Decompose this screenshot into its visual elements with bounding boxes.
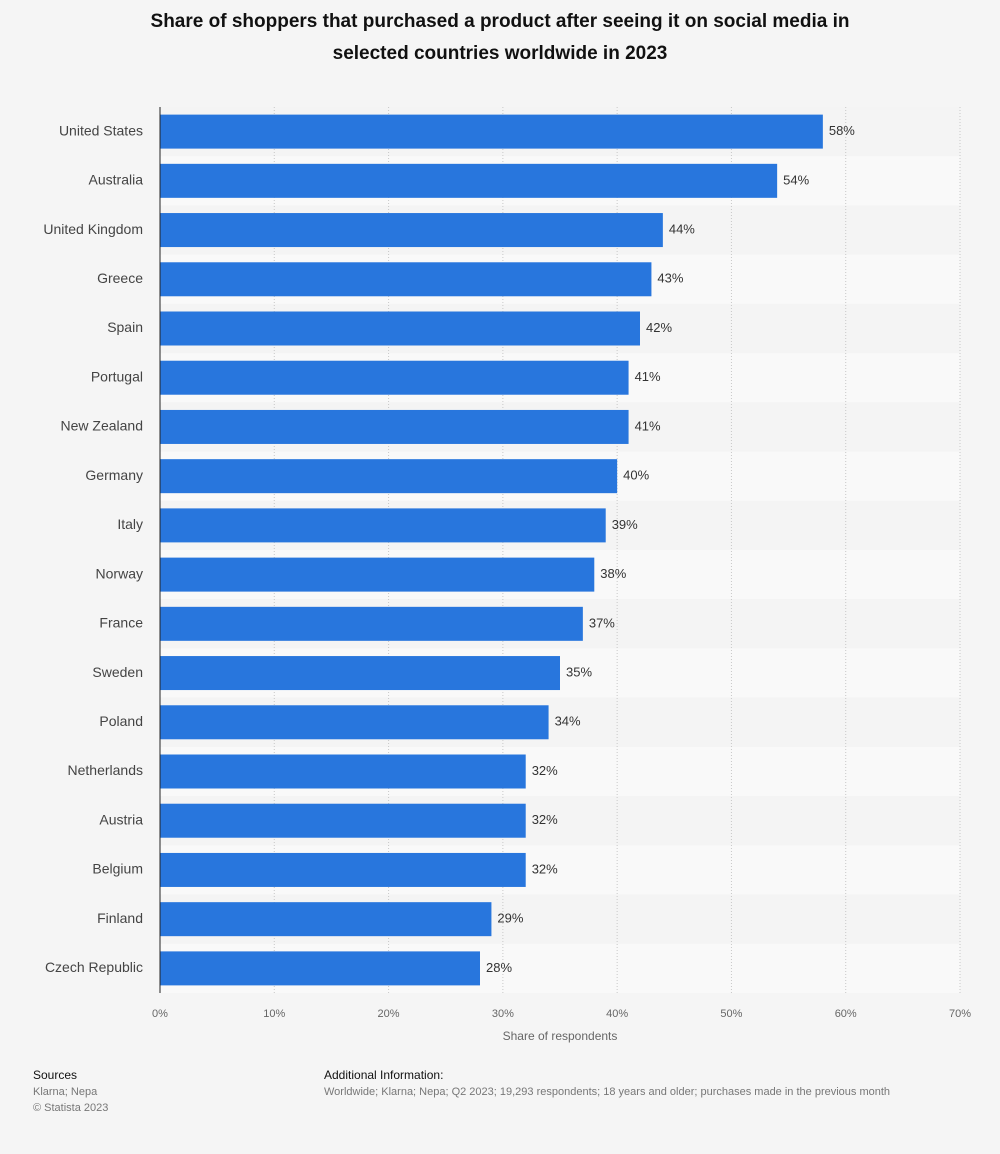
- y-tick-label: New Zealand: [61, 418, 144, 434]
- value-label: 34%: [555, 714, 581, 729]
- bar: [160, 163, 778, 198]
- sources-title: Sources: [33, 1068, 77, 1082]
- bar: [160, 262, 652, 297]
- bar: [160, 114, 823, 149]
- x-tick-label: 40%: [606, 1008, 628, 1020]
- value-label: 37%: [589, 615, 615, 630]
- y-tick-label: France: [99, 615, 143, 631]
- value-label: 43%: [657, 271, 683, 286]
- info-title: Additional Information:: [324, 1068, 443, 1082]
- y-tick-label: Belgium: [92, 861, 143, 877]
- bar: [160, 508, 606, 543]
- bar: [160, 754, 526, 789]
- bar: [160, 409, 629, 444]
- y-tick-label: United States: [59, 122, 143, 138]
- value-label: 44%: [669, 221, 695, 236]
- bar: [160, 360, 629, 395]
- bar: [160, 951, 480, 986]
- chart-title: Share of shoppers that purchased a produ…: [151, 11, 850, 64]
- value-label: 54%: [783, 172, 809, 187]
- y-tick-label: Norway: [96, 565, 143, 581]
- y-tick-label: Australia: [89, 172, 144, 188]
- x-tick-label: 10%: [263, 1008, 285, 1020]
- y-tick-label: Austria: [99, 811, 143, 827]
- y-tick-label: Germany: [85, 467, 143, 483]
- y-tick-label: Finland: [97, 910, 143, 926]
- x-axis-label: Share of respondents: [503, 1029, 618, 1043]
- value-label: 29%: [497, 911, 523, 926]
- value-label: 38%: [600, 566, 626, 581]
- value-label: 28%: [486, 960, 512, 975]
- value-label: 32%: [532, 861, 558, 876]
- bar: [160, 557, 595, 592]
- x-tick-label: 20%: [378, 1008, 400, 1020]
- value-label: 40%: [623, 468, 649, 483]
- x-tick-label: 60%: [835, 1008, 857, 1020]
- y-tick-label: Spain: [107, 319, 143, 335]
- value-label: 58%: [829, 123, 855, 138]
- bar: [160, 213, 663, 248]
- info: Worldwide; Klarna; Nepa; Q2 2023; 19,293…: [324, 1086, 890, 1098]
- x-tick-label: 30%: [492, 1008, 514, 1020]
- bar: [160, 459, 618, 494]
- bar: [160, 902, 492, 937]
- bar: [160, 705, 549, 740]
- value-label: 32%: [532, 763, 558, 778]
- y-tick-label: Portugal: [91, 368, 143, 384]
- y-tick-label: Greece: [97, 270, 143, 286]
- value-label: 41%: [635, 369, 661, 384]
- value-label: 41%: [635, 418, 661, 433]
- x-tick-label: 50%: [720, 1008, 742, 1020]
- x-tick-label: 0%: [152, 1008, 168, 1020]
- bar: [160, 852, 526, 887]
- y-tick-label: Poland: [99, 713, 143, 729]
- y-tick-label: Czech Republic: [45, 959, 143, 975]
- value-label: 35%: [566, 664, 592, 679]
- bar: [160, 606, 583, 641]
- bar: [160, 803, 526, 838]
- source: © Statista 2023: [33, 1102, 108, 1114]
- source: Klarna; Nepa: [33, 1086, 98, 1098]
- bar: [160, 656, 560, 691]
- bar: [160, 311, 640, 346]
- value-label: 39%: [612, 517, 638, 532]
- y-tick-label: United Kingdom: [43, 221, 143, 237]
- value-label: 32%: [532, 812, 558, 827]
- value-label: 42%: [646, 320, 672, 335]
- x-tick-label: 70%: [949, 1008, 971, 1020]
- y-tick-label: Italy: [117, 516, 143, 532]
- y-tick-label: Netherlands: [68, 762, 144, 778]
- y-tick-label: Sweden: [92, 664, 143, 680]
